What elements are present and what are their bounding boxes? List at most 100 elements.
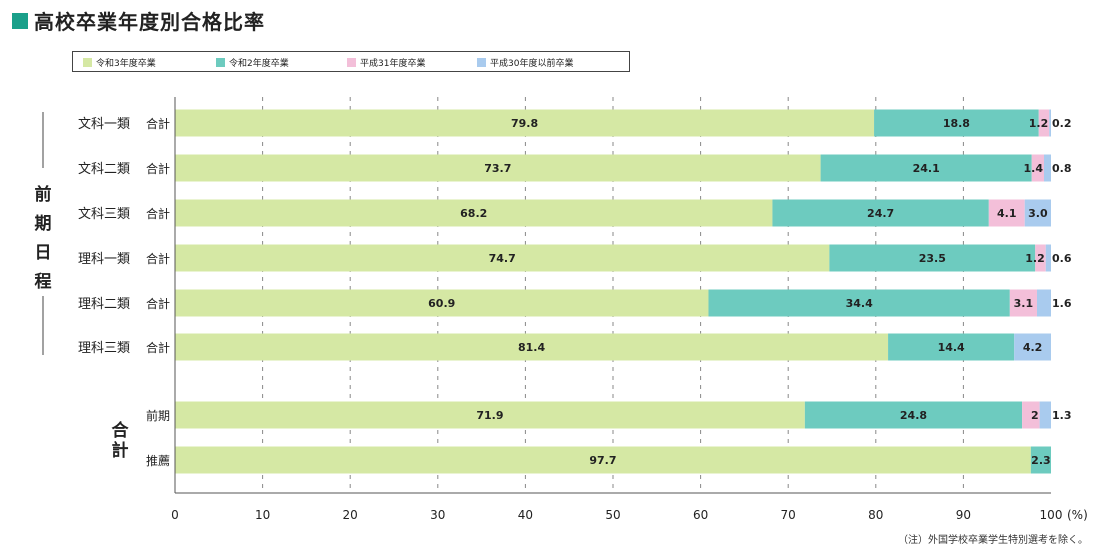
x-tick-label: 30: [430, 508, 445, 522]
data-label: 60.9: [428, 297, 455, 310]
data-label: 1.6: [1052, 297, 1072, 310]
data-label: 34.4: [846, 297, 873, 310]
bar-segment: [175, 154, 821, 182]
legend-label-heisei31: 平成31年度卒業: [360, 59, 426, 69]
data-label: 68.2: [460, 207, 487, 220]
bar-segment: [1038, 109, 1050, 137]
bar-segment: [175, 333, 889, 361]
legend-label-reiwa3: 令和3年度卒業: [96, 59, 156, 69]
row-sublabel: 推薦: [146, 454, 170, 468]
data-label: 18.8: [943, 117, 970, 130]
bar-segment: [1036, 289, 1051, 317]
legend-item-heisei30: 平成30年度以前卒業: [477, 56, 573, 69]
bar-segment: [1049, 109, 1051, 137]
x-tick-label: 90: [956, 508, 971, 522]
data-label: 24.8: [900, 409, 927, 422]
row-label: 理科三類: [78, 341, 130, 356]
data-label: 71.9: [476, 409, 503, 422]
legend-swatch-reiwa2: [216, 58, 225, 67]
data-label: 81.4: [518, 341, 545, 354]
row-label: 文科一類: [78, 117, 130, 132]
bar-segment: [772, 199, 989, 227]
x-axis-unit: (%): [1067, 508, 1088, 522]
legend-label-reiwa2: 令和2年度卒業: [229, 59, 289, 69]
x-tick-label: 50: [605, 508, 620, 522]
x-tick-label: 10: [255, 508, 270, 522]
data-label: 2: [1031, 409, 1039, 422]
legend: 令和3年度卒業 令和2年度卒業 平成31年度卒業 平成30年度以前卒業: [72, 51, 630, 72]
bar-segment: [1024, 199, 1051, 227]
bar-segment: [1039, 401, 1051, 429]
data-label: 3.0: [1028, 207, 1048, 220]
bar-segment: [175, 109, 875, 137]
bar-segment: [829, 244, 1036, 272]
bar-segment: [175, 289, 709, 317]
x-tick-label: 70: [781, 508, 796, 522]
data-label: 0.2: [1052, 117, 1072, 130]
row-sublabel: 合計: [146, 296, 170, 311]
data-label: 14.4: [938, 341, 965, 354]
data-label: 74.7: [489, 252, 516, 265]
row-sublabel: 合計: [146, 116, 170, 131]
bar-segment: [1022, 401, 1040, 429]
bar-segment: [1014, 333, 1051, 361]
row-label: 理科一類: [78, 252, 130, 267]
chart-title: 高校卒業年度別合格比率: [34, 10, 265, 34]
bar-segment: [988, 199, 1025, 227]
row-label: 文科二類: [78, 162, 130, 177]
bar-segment: [1030, 446, 1051, 474]
data-label: 2.3: [1031, 454, 1051, 467]
data-label: 23.5: [919, 252, 946, 265]
row-label: 文科三類: [78, 207, 130, 222]
footnote: （注）外国学校卒業学生特別選考を除く。: [898, 535, 1088, 546]
data-label: 97.7: [589, 454, 616, 467]
x-tick-label: 20: [343, 508, 358, 522]
data-label: 79.8: [511, 117, 538, 130]
data-label: 24.1: [913, 162, 940, 175]
legend-swatch-heisei30: [477, 58, 486, 67]
bar-segment: [175, 244, 830, 272]
data-label: 1.2: [1029, 117, 1049, 130]
data-label: 73.7: [484, 162, 511, 175]
bar-segment: [820, 154, 1032, 182]
x-tick-label: 80: [868, 508, 883, 522]
data-label: 24.7: [867, 207, 894, 220]
legend-item-heisei31: 平成31年度卒業: [347, 56, 425, 69]
x-tick-label: 0: [171, 508, 179, 522]
row-sublabel: 前期: [146, 408, 170, 423]
group-label-char: 程: [35, 272, 52, 292]
group-label-char: 合: [112, 420, 130, 441]
group-label-char: 日: [35, 243, 52, 263]
data-label: 4.1: [997, 207, 1017, 220]
legend-label-heisei30: 平成30年度以前卒業: [490, 59, 574, 69]
data-label: 1.4: [1023, 162, 1043, 175]
legend-swatch-heisei31: [347, 58, 356, 67]
bar-segment: [804, 401, 1023, 429]
legend-swatch-reiwa3: [83, 58, 92, 67]
legend-item-reiwa3: 令和3年度卒業: [83, 56, 156, 69]
x-tick-label: 40: [518, 508, 533, 522]
row-label: 理科二類: [78, 297, 130, 312]
bar-segment: [1045, 244, 1051, 272]
row-sublabel: 合計: [146, 206, 170, 221]
row-sublabel: 合計: [146, 340, 170, 355]
bar-segment: [708, 289, 1010, 317]
bar-segment: [175, 446, 1031, 474]
x-tick-label: 60: [693, 508, 708, 522]
data-label: 0.8: [1052, 162, 1072, 175]
group-label-char: 前: [35, 184, 52, 205]
chart-title-area: 高校卒業年度別合格比率: [12, 6, 265, 35]
group-label-char: 期: [35, 214, 52, 234]
group-label-char: 計: [112, 440, 129, 461]
bar-segment: [175, 401, 805, 429]
data-label: 1.2: [1025, 252, 1045, 265]
row-sublabel: 合計: [146, 251, 170, 266]
data-label: 1.3: [1052, 409, 1072, 422]
row-sublabel: 合計: [146, 161, 170, 176]
bar-segment: [175, 199, 773, 227]
data-label: 3.1: [1014, 297, 1034, 310]
bar-segment: [874, 109, 1039, 137]
title-marker: [12, 12, 28, 29]
data-label: 4.2: [1023, 341, 1043, 354]
